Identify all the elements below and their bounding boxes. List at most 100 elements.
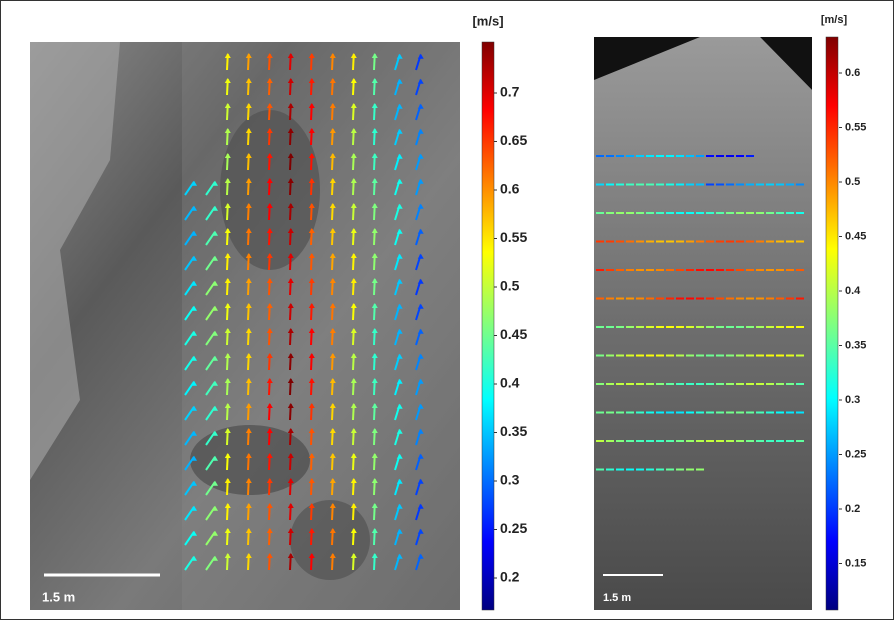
vector-head bbox=[371, 328, 378, 334]
colorbar-tick-label: 0.45 bbox=[845, 230, 866, 242]
vector-head bbox=[329, 178, 336, 184]
vector-head bbox=[371, 203, 378, 209]
vector-head bbox=[224, 378, 231, 384]
vector-head bbox=[245, 303, 252, 309]
vector-head bbox=[396, 278, 403, 284]
vector-field bbox=[596, 155, 804, 471]
vector-head bbox=[266, 378, 273, 384]
vector-head bbox=[371, 278, 378, 284]
vector-head bbox=[287, 478, 294, 484]
colorbar-tick-label: 0.55 bbox=[845, 121, 866, 133]
vector-head bbox=[245, 503, 252, 509]
vector-head bbox=[287, 503, 294, 509]
vector-head bbox=[287, 553, 294, 559]
vector-head bbox=[224, 228, 231, 234]
vector-head bbox=[417, 353, 424, 359]
vector-head bbox=[417, 428, 424, 434]
vector-field bbox=[184, 53, 424, 571]
vector-head bbox=[396, 353, 403, 359]
vector-head bbox=[224, 353, 231, 359]
vector-head bbox=[287, 378, 294, 384]
vector-head bbox=[245, 553, 252, 559]
colorbar-unit: [m/s] bbox=[472, 13, 503, 28]
vector-head bbox=[212, 530, 219, 536]
vector-head bbox=[245, 278, 252, 284]
vector-head bbox=[417, 553, 424, 559]
vector-head bbox=[212, 205, 219, 211]
vector-head bbox=[191, 405, 198, 411]
vector-head bbox=[371, 78, 378, 84]
colorbar-tick-label: 0.4 bbox=[845, 285, 861, 297]
vector-head bbox=[371, 303, 378, 309]
vector-head bbox=[417, 128, 424, 134]
vector-head bbox=[396, 153, 403, 159]
vector-head bbox=[245, 428, 252, 434]
vector-head bbox=[191, 205, 198, 211]
vector-head bbox=[224, 528, 231, 534]
vector-head bbox=[417, 253, 424, 259]
vector-head bbox=[266, 503, 273, 509]
colorbar bbox=[481, 41, 495, 611]
vector-head bbox=[417, 178, 424, 184]
vector-head bbox=[350, 278, 357, 284]
vector-head bbox=[245, 78, 252, 84]
colorbar-unit: [m/s] bbox=[821, 14, 848, 26]
vector-head bbox=[287, 78, 294, 84]
vector-head bbox=[266, 253, 273, 259]
vector-head bbox=[350, 378, 357, 384]
vector-head bbox=[287, 128, 294, 134]
vector-head bbox=[396, 103, 403, 109]
vector-head bbox=[287, 103, 294, 109]
vector-head bbox=[224, 153, 231, 159]
vector-head bbox=[417, 303, 424, 309]
vector-head bbox=[396, 453, 403, 459]
vector-head bbox=[396, 178, 403, 184]
vector-head bbox=[224, 503, 231, 509]
dark-corner bbox=[760, 37, 812, 90]
vector-head bbox=[212, 180, 219, 186]
vector-head bbox=[417, 228, 424, 234]
vector-head bbox=[396, 478, 403, 484]
vector-head bbox=[329, 53, 336, 59]
colorbar-tick-label: 0.35 bbox=[845, 339, 866, 351]
vector-head bbox=[417, 503, 424, 509]
vector-head bbox=[224, 178, 231, 184]
vector-head bbox=[287, 453, 294, 459]
vector-head bbox=[191, 230, 198, 236]
vector-head bbox=[329, 128, 336, 134]
vector-head bbox=[191, 305, 198, 311]
vector-head bbox=[245, 128, 252, 134]
colorbar-tick-label: 0.2 bbox=[845, 503, 860, 515]
vector-head bbox=[329, 103, 336, 109]
vector-head bbox=[212, 255, 219, 261]
colorbar-tick-label: 0.25 bbox=[845, 448, 866, 460]
shadow bbox=[290, 500, 370, 580]
vector-head bbox=[212, 305, 219, 311]
vector-head bbox=[308, 203, 315, 209]
colorbar-tick-label: 0.6 bbox=[500, 181, 520, 197]
vector-head bbox=[245, 378, 252, 384]
vector-head bbox=[417, 78, 424, 84]
vector-head bbox=[212, 430, 219, 436]
vector-head bbox=[224, 478, 231, 484]
vector-head bbox=[266, 478, 273, 484]
vector-head bbox=[308, 228, 315, 234]
vector-head bbox=[417, 528, 424, 534]
flow-area bbox=[182, 42, 460, 610]
vector-head bbox=[350, 478, 357, 484]
vector-head bbox=[371, 528, 378, 534]
vector-head bbox=[329, 203, 336, 209]
vector-head bbox=[191, 380, 198, 386]
vector-head bbox=[287, 53, 294, 59]
vector-head bbox=[245, 328, 252, 334]
vector-head bbox=[350, 528, 357, 534]
vector-head bbox=[396, 128, 403, 134]
vector-head bbox=[308, 153, 315, 159]
vector-head bbox=[371, 553, 378, 559]
vector-head bbox=[396, 428, 403, 434]
vector-head bbox=[245, 153, 252, 159]
vector-head bbox=[308, 553, 315, 559]
vector-head bbox=[308, 453, 315, 459]
vector-head bbox=[266, 353, 273, 359]
vector-head bbox=[417, 378, 424, 384]
